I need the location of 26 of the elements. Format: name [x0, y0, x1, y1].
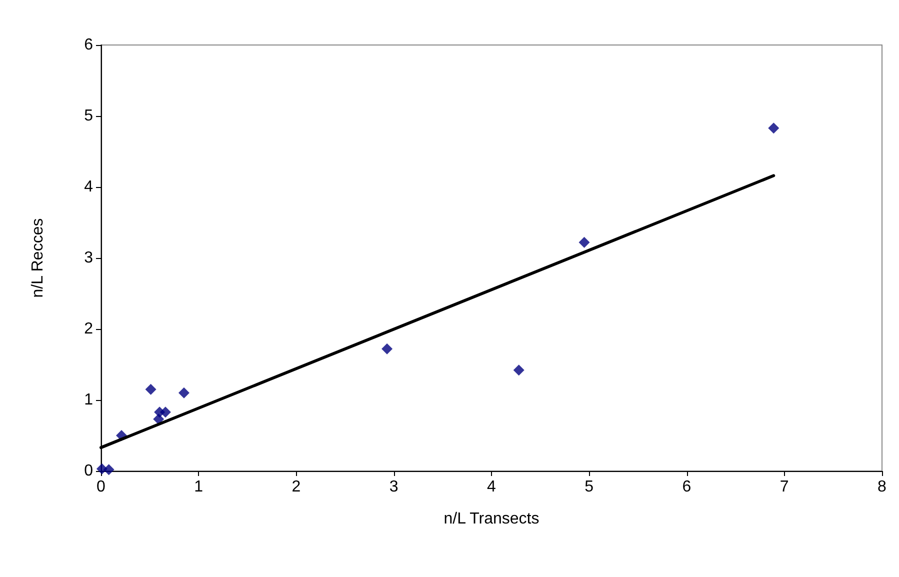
x-tick-label: 2	[292, 478, 301, 496]
point	[178, 387, 190, 398]
y-tick-label: 5	[84, 108, 94, 124]
x-tick-label: 7	[780, 478, 789, 496]
x-tick-label: 1	[194, 478, 204, 496]
y-tick-label: 4	[84, 178, 94, 196]
x-tick-label: 0	[96, 478, 106, 496]
y-tick-label: 1	[84, 392, 94, 408]
x-tick-label: 8	[878, 478, 887, 496]
point	[145, 384, 156, 395]
y-tick-label: 2	[84, 320, 94, 338]
x-tick-label: 4	[487, 478, 496, 496]
x-tick-label: 3	[389, 478, 398, 496]
y-tick-label: 0	[84, 462, 94, 480]
x-tick-label: 6	[682, 478, 692, 496]
point	[578, 236, 590, 248]
y-tick-label: 3	[84, 250, 94, 266]
point	[103, 464, 114, 476]
x-axis-title: n/L Transects	[444, 510, 540, 528]
point	[382, 343, 393, 354]
y-axis-title: n/L Recces	[30, 218, 46, 298]
point	[768, 122, 780, 134]
x-tick-label: 5	[584, 478, 594, 496]
point	[513, 364, 524, 376]
y-tick-label: 6	[84, 36, 94, 54]
point	[160, 406, 171, 418]
